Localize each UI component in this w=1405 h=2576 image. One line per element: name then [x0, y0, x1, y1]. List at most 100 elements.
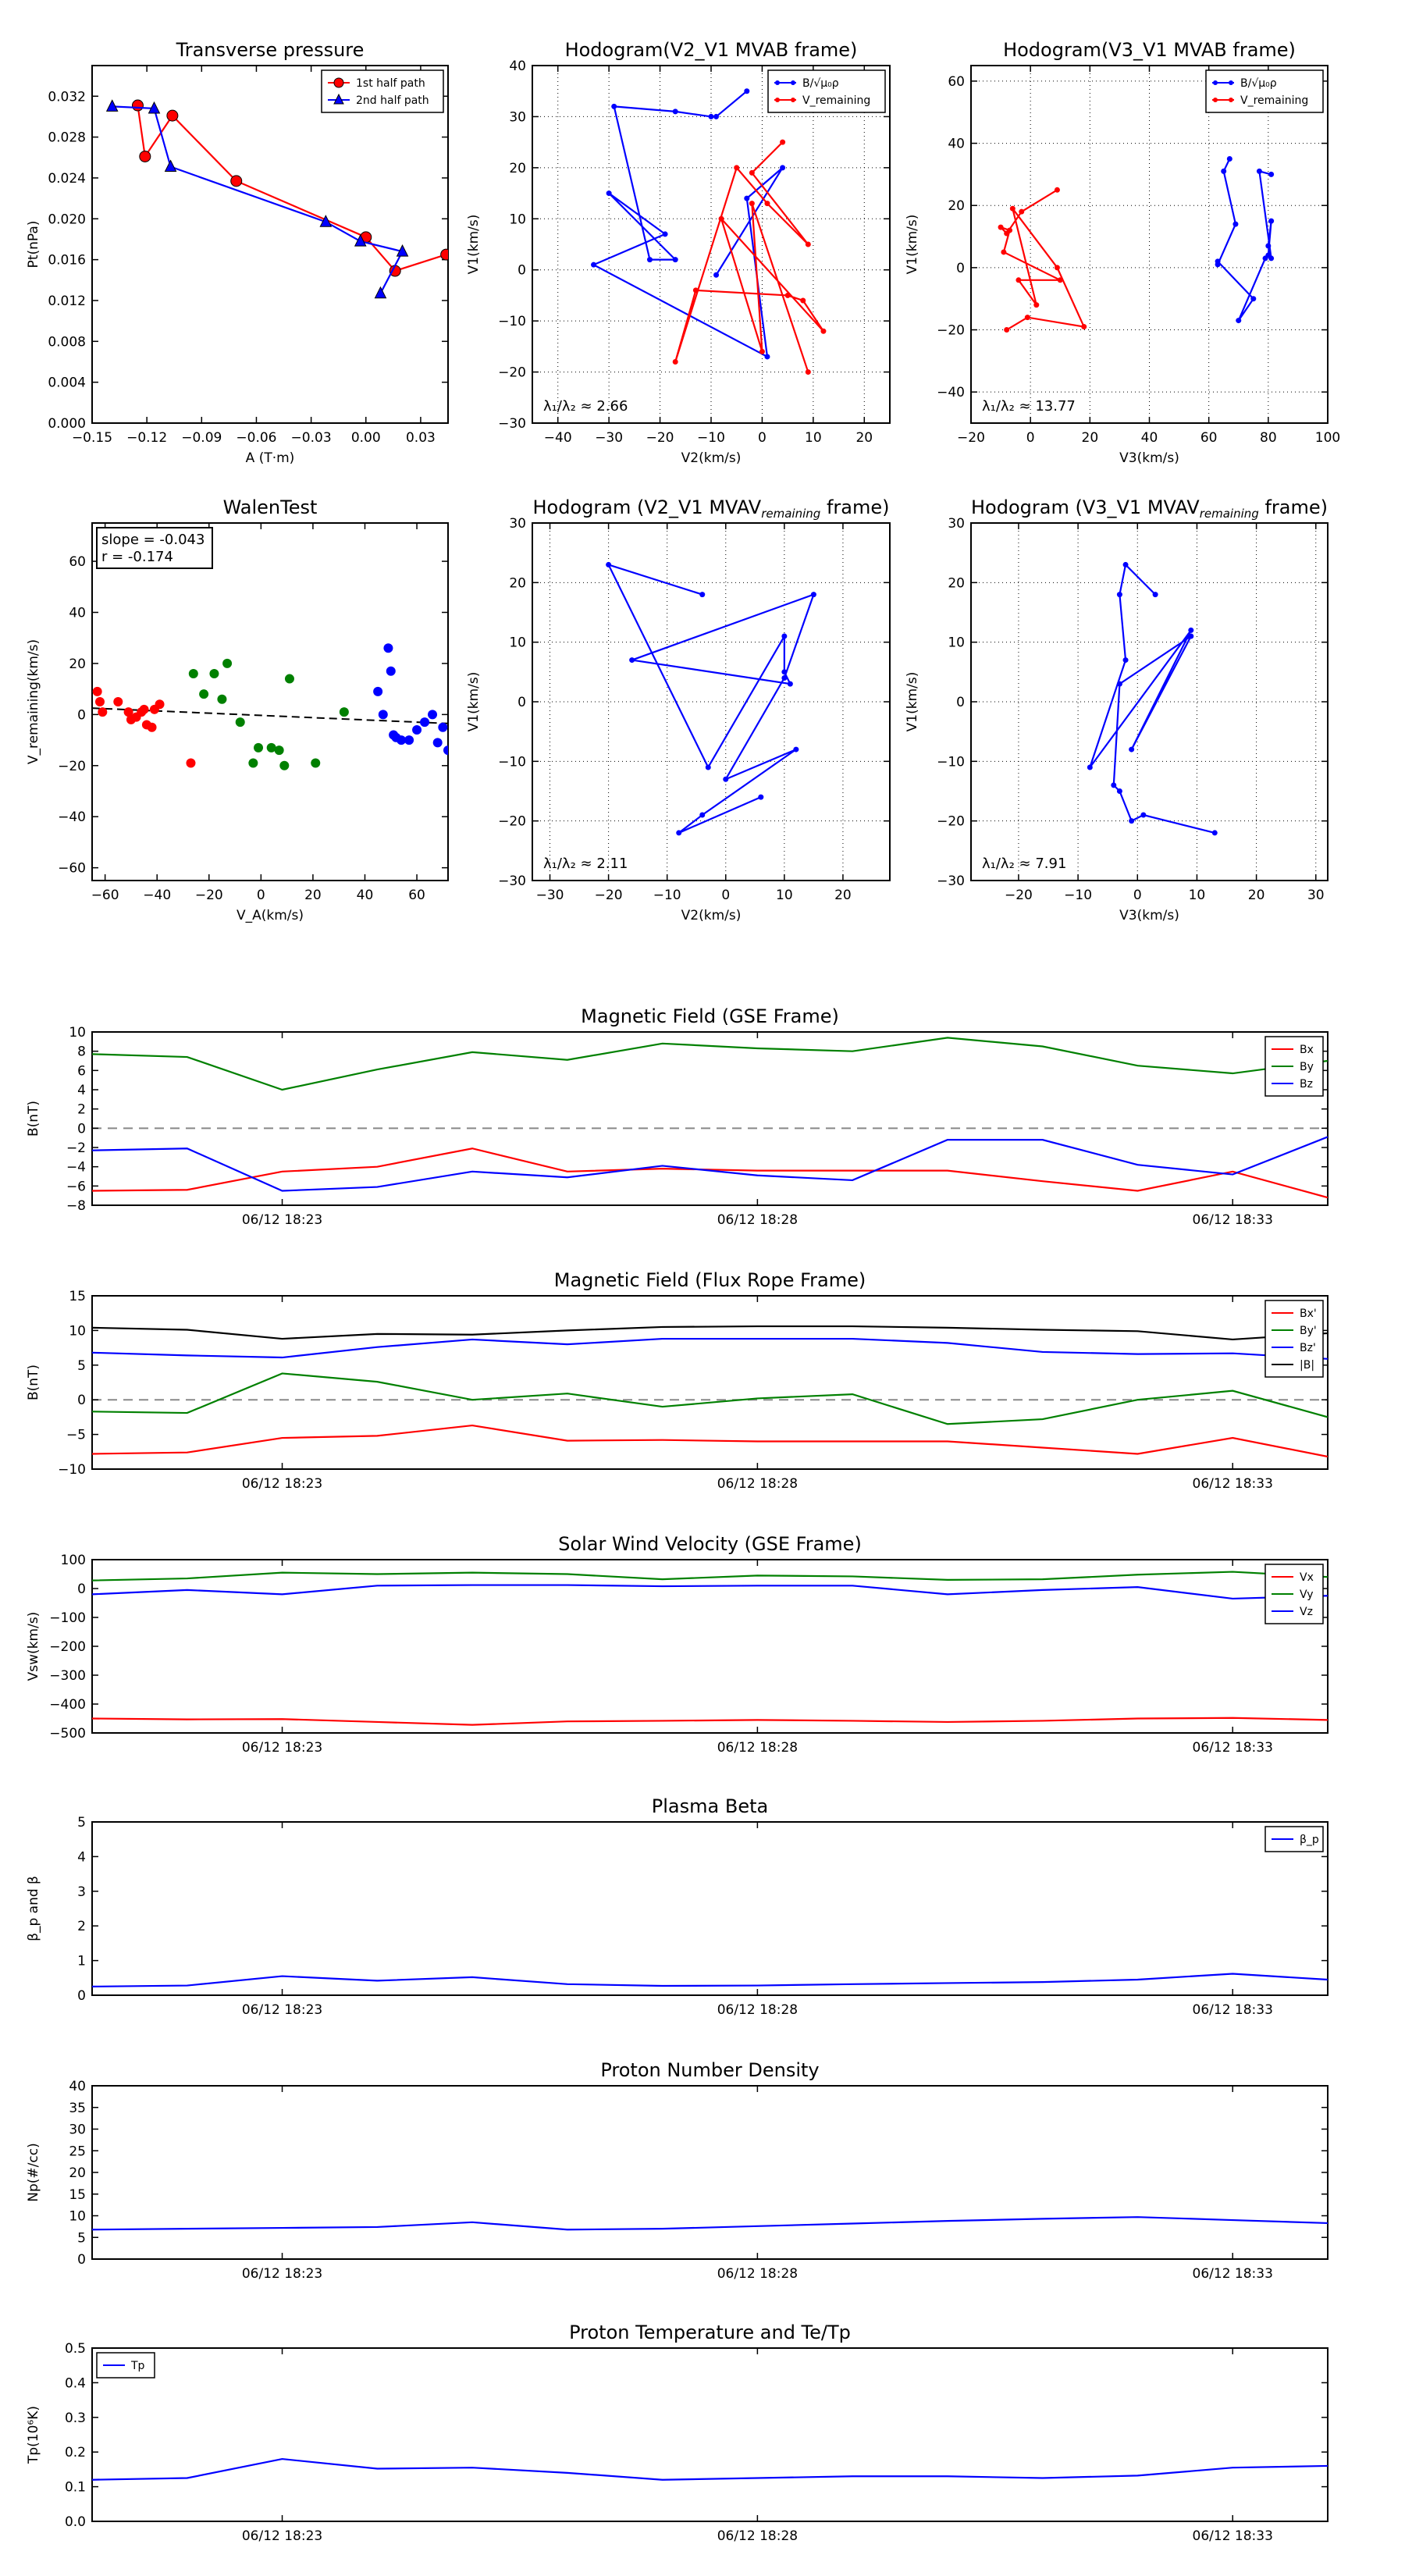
- data-point: [166, 109, 179, 122]
- y-tick-label: 60: [69, 554, 86, 570]
- y-axis-label: B(nT): [26, 1364, 41, 1400]
- scatter-point: [266, 742, 276, 753]
- x-tick-label: −0.03: [291, 430, 332, 446]
- y-tick-label: 0: [518, 263, 526, 279]
- series-line-V_remaining: [674, 141, 824, 372]
- axes-frame: [970, 522, 1329, 881]
- data-point: [1016, 277, 1022, 283]
- y-tick-label: 20: [509, 575, 526, 591]
- scatter-point: [222, 658, 233, 668]
- fit-line: [92, 707, 448, 724]
- legend: β_p: [1264, 1826, 1324, 1852]
- plot-area: [998, 155, 1275, 333]
- y-tick-label: −10: [498, 754, 526, 770]
- data-point: [1116, 592, 1122, 598]
- scatter-point: [373, 686, 383, 696]
- y-tick-label: −10: [498, 314, 526, 329]
- scatter-point: [235, 717, 245, 728]
- legend: 1st half path 2nd half path: [321, 69, 444, 113]
- plot-area: [591, 88, 827, 375]
- y-axis-label: Pt(nPa): [26, 221, 41, 269]
- y-tick-label: 0.024: [48, 171, 86, 187]
- data-point: [1054, 187, 1060, 193]
- data-point: [646, 257, 653, 263]
- x-tick-label: 06/12 18:23: [242, 1740, 322, 1756]
- data-point: [805, 369, 811, 375]
- scatter-point: [254, 742, 264, 753]
- data-point: [1007, 227, 1013, 233]
- x-tick-label: −30: [536, 888, 564, 903]
- scatter-point: [248, 758, 258, 768]
- chart-solar_wind_velocity: Solar Wind Velocity (GSE Frame) 06/12 18:…: [26, 1533, 1329, 1756]
- chart-title-sub: remaining: [761, 507, 820, 521]
- legend: Bx' By' Bz' |B|: [1264, 1300, 1324, 1378]
- x-tick-label: 60: [1200, 430, 1218, 446]
- series-line-Vy: [92, 1571, 1328, 1582]
- scatter-point: [420, 717, 430, 728]
- y-tick-label: −40: [937, 385, 965, 400]
- y-tick-label: 10: [69, 1025, 86, 1041]
- data-point: [781, 633, 788, 639]
- data-point: [749, 169, 755, 176]
- chart-title: WalenTest: [223, 496, 318, 518]
- data-point: [629, 657, 635, 664]
- y-tick-label: 10: [948, 635, 965, 651]
- y-axis-label: V1(km/s): [466, 672, 482, 732]
- data-point: [230, 175, 243, 187]
- series-line-Bz: [92, 1136, 1328, 1192]
- data-point: [1129, 818, 1135, 824]
- walen-stat: r = -0.174: [101, 549, 173, 565]
- lambda-annotation: λ₁/λ₂ ≈ 2.11: [543, 856, 628, 872]
- scatter-point: [339, 707, 349, 717]
- data-point: [758, 794, 764, 800]
- legend-label: 1st half path: [356, 77, 425, 90]
- x-tick-label: 06/12 18:28: [717, 2528, 798, 2544]
- data-point: [1236, 318, 1242, 324]
- y-tick-label: −20: [58, 759, 86, 774]
- data-point: [1215, 258, 1221, 265]
- axes-frame: [91, 1031, 1329, 1206]
- y-tick-label: −100: [49, 1610, 86, 1626]
- y-axis-label: V1(km/s): [905, 672, 920, 732]
- axes-frame: [91, 522, 449, 881]
- x-tick-label: 0: [1133, 888, 1142, 903]
- y-tick-label: 40: [69, 2079, 86, 2094]
- x-tick-label: 20: [834, 888, 852, 903]
- data-point: [780, 139, 786, 145]
- series-line-Tp: [92, 2457, 1328, 2481]
- data-point: [396, 244, 409, 257]
- y-axis-label: Vsw(km/s): [26, 1612, 41, 1681]
- data-point: [1226, 155, 1232, 162]
- data-point: [1188, 627, 1194, 633]
- x-tick-label: −30: [595, 430, 623, 446]
- legend-box: [767, 69, 886, 113]
- data-point: [1268, 255, 1275, 262]
- legend-marker: [791, 98, 795, 102]
- data-point: [998, 224, 1004, 230]
- legend-label: By': [1300, 1325, 1317, 1337]
- data-point: [440, 248, 448, 261]
- chart-title: Hodogram (V3_V1 MVAVremaining frame): [971, 496, 1328, 521]
- chart-title: Plasma Beta: [652, 1795, 768, 1817]
- y-tick-label: 15: [69, 2187, 86, 2203]
- y-tick-label: 20: [69, 656, 86, 672]
- legend-label: V_remaining: [1240, 94, 1308, 107]
- data-point: [723, 776, 729, 782]
- y-tick-label: 0.012: [48, 294, 86, 309]
- x-tick-label: −0.09: [181, 430, 222, 446]
- y-tick-label: −30: [937, 873, 965, 889]
- scatter-point: [139, 704, 149, 714]
- y-tick-label: −6: [66, 1179, 86, 1194]
- chart-title-tail: frame): [820, 496, 889, 518]
- data-point: [1140, 812, 1147, 818]
- legend: Tp: [96, 2352, 155, 2379]
- y-tick-label: 0: [956, 261, 965, 276]
- x-tick-label: 10: [776, 888, 793, 903]
- data-point: [672, 109, 678, 115]
- data-point: [764, 354, 770, 360]
- y-tick-label: 0: [77, 707, 86, 723]
- data-point: [1129, 746, 1135, 753]
- y-tick-label: 0: [77, 1988, 86, 2004]
- data-point: [734, 165, 740, 171]
- y-tick-label: 60: [948, 74, 965, 90]
